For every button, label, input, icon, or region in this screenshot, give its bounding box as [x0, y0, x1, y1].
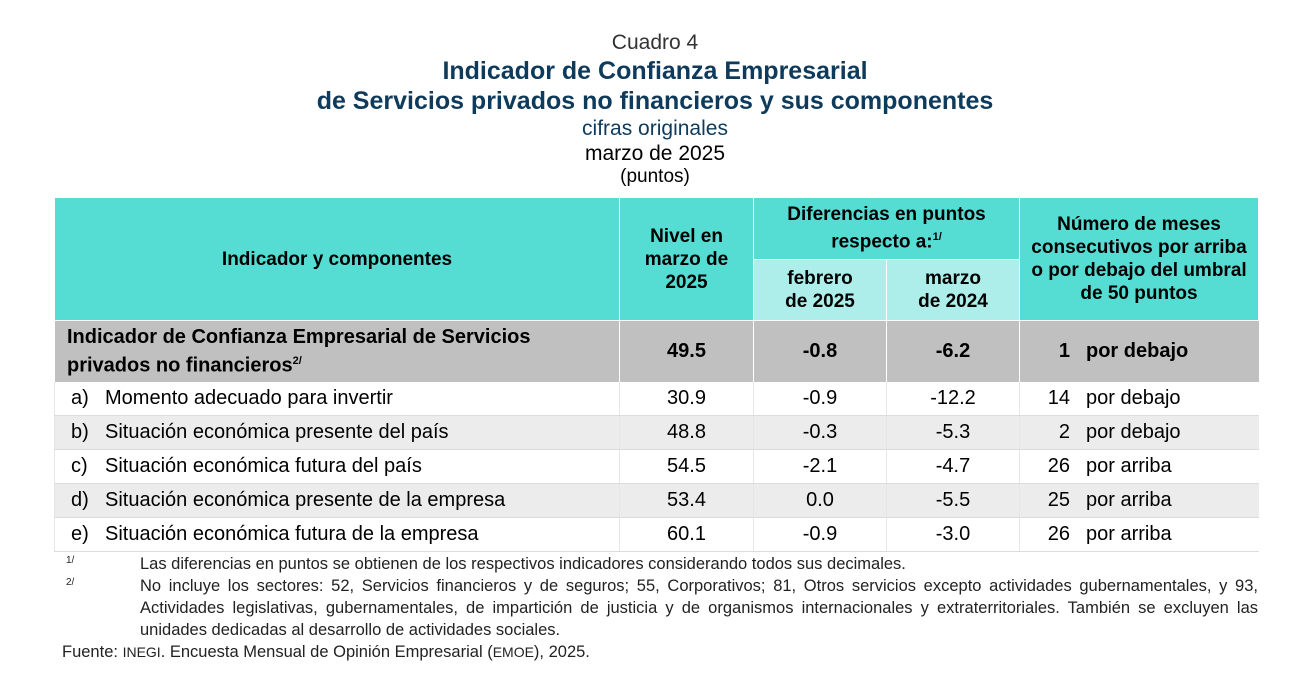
- row-diff-mar: -3.0: [886, 517, 1020, 552]
- footnote-2: 2/ No incluye los sectores: 52, Servicio…: [62, 575, 1258, 641]
- row-months-cell: 2 por debajo: [1019, 415, 1259, 450]
- footnote-1: 1/ Las diferencias en puntos se obtienen…: [62, 553, 1258, 575]
- row-diff-feb: -2.1: [753, 449, 887, 484]
- main-level: 49.5: [619, 320, 754, 382]
- row-months: 26: [1047, 523, 1070, 545]
- row-label: e) Situación económica futura de la empre…: [54, 517, 620, 552]
- row-months: 26: [1047, 455, 1070, 477]
- row-diff-mar: -12.2: [886, 382, 1020, 416]
- header-months-text: Número de meses consecutivos por arriba …: [1031, 214, 1247, 304]
- row-diff-feb: -0.9: [753, 517, 887, 552]
- row-level: 60.1: [619, 517, 754, 552]
- main-indicator-row: Indicador de Confianza Empresarial de Se…: [54, 320, 1259, 382]
- row-letter: c): [71, 455, 88, 477]
- row-months: 25: [1047, 489, 1070, 511]
- row-label: a) Momento adecuado para invertir: [54, 382, 620, 416]
- footnote-2-text: No incluye los sectores: 52, Servicios f…: [140, 577, 1258, 639]
- table-row: d) Situación económica presente de la emp…: [54, 483, 1259, 518]
- header-level: Nivel en marzo de 2025: [619, 197, 754, 321]
- header-differences-note: 1/: [932, 231, 942, 244]
- row-relation: por arriba: [1086, 489, 1172, 511]
- row-label-text: Situación económica presente del país: [105, 421, 449, 443]
- row-months: 14: [1047, 387, 1070, 409]
- row-letter: e): [71, 523, 89, 545]
- source-org: INEGI: [122, 644, 161, 660]
- table-row: e) Situación económica futura de la empre…: [54, 517, 1259, 552]
- row-relation: por arriba: [1086, 523, 1172, 545]
- row-label-text: Momento adecuado para invertir: [105, 387, 393, 409]
- row-label: d) Situación económica presente de la emp…: [54, 483, 620, 518]
- row-diff-feb: -0.9: [753, 382, 887, 416]
- source-text-b: ), 2025.: [533, 643, 590, 661]
- main-indicator-label-wrap: Indicador de Confianza Empresarial de Se…: [67, 325, 587, 378]
- table-number: Cuadro 4: [611, 31, 699, 54]
- main-diff-feb: -0.8: [753, 320, 887, 382]
- row-letter: a): [71, 387, 89, 409]
- table-subtitle: cifras originales: [582, 117, 728, 140]
- row-label: b) Situación económica presente del país: [54, 415, 620, 450]
- indicator-table: Indicador y componentes Nivel en marzo d…: [54, 197, 1259, 552]
- row-letter: b): [71, 421, 89, 443]
- row-months-cell: 25 por arriba: [1019, 483, 1259, 518]
- table-row: c) Situación económica futura del país 54…: [54, 449, 1259, 484]
- main-relation: por debajo: [1086, 340, 1189, 362]
- header-mar-2024-text: marzo de 2024: [918, 268, 988, 312]
- header-level-text: Nivel en marzo de 2025: [644, 225, 729, 293]
- row-level: 54.5: [619, 449, 754, 484]
- main-months-cell: 1 por debajo: [1019, 320, 1259, 382]
- row-label-text: Situación económica futura del país: [105, 455, 422, 477]
- source-line: Fuente: INEGI. Encuesta Mensual de Opini…: [62, 641, 1258, 663]
- row-relation: por debajo: [1086, 421, 1181, 443]
- main-months: 1: [1058, 340, 1070, 362]
- row-label: c) Situación económica futura del país: [54, 449, 620, 484]
- row-level: 48.8: [619, 415, 754, 450]
- row-label-text: Situación económica presente de la empre…: [105, 489, 506, 511]
- row-months-cell: 26 por arriba: [1019, 517, 1259, 552]
- source-label: Fuente:: [62, 643, 118, 661]
- row-relation: por debajo: [1086, 387, 1181, 409]
- row-label-text: Situación económica futura de la empresa: [105, 523, 479, 545]
- table-row: a) Momento adecuado para invertir 30.9 -0…: [54, 382, 1259, 416]
- row-diff-mar: -5.3: [886, 415, 1020, 450]
- row-months: 2: [1058, 421, 1070, 443]
- title-block: Cuadro 4 Indicador de Confianza Empresar…: [0, 30, 1291, 187]
- header-differences-wrap: Diferencias en puntos respecto a:1/: [782, 203, 992, 253]
- header-feb-2025-text: febrero de 2025: [785, 268, 855, 312]
- row-level: 53.4: [619, 483, 754, 518]
- row-level: 30.9: [619, 382, 754, 416]
- main-diff-mar: -6.2: [886, 320, 1020, 382]
- table-title-line1: Indicador de Confianza Empresarial: [442, 57, 868, 85]
- header-mar-2024: marzo de 2024: [886, 259, 1020, 321]
- row-diff-feb: 0.0: [753, 483, 887, 518]
- row-months-cell: 26 por arriba: [1019, 449, 1259, 484]
- table-title-line2: de Servicios privados no financieros y s…: [316, 87, 994, 115]
- row-letter: d): [71, 489, 89, 511]
- row-diff-feb: -0.3: [753, 415, 887, 450]
- header-indicator: Indicador y componentes: [54, 197, 620, 321]
- main-indicator-label: Indicador de Confianza Empresarial de Se…: [54, 320, 620, 382]
- footnote-1-mark: 1/: [66, 555, 75, 566]
- header-differences: Diferencias en puntos respecto a:1/: [753, 197, 1020, 260]
- row-diff-mar: -5.5: [886, 483, 1020, 518]
- footnotes: 1/ Las diferencias en puntos se obtienen…: [62, 553, 1258, 663]
- main-indicator-note: 2/: [292, 355, 302, 368]
- footnote-2-mark: 2/: [66, 577, 75, 588]
- row-relation: por arriba: [1086, 455, 1172, 477]
- main-indicator-label-text: Indicador de Confianza Empresarial de Se…: [67, 326, 531, 377]
- source-abbr: EMOE: [492, 644, 534, 660]
- row-diff-mar: -4.7: [886, 449, 1020, 484]
- table-period: marzo de 2025: [584, 142, 726, 165]
- header-feb-2025: febrero de 2025: [753, 259, 887, 321]
- row-months-cell: 14 por debajo: [1019, 382, 1259, 416]
- table-row: b) Situación económica presente del país …: [54, 415, 1259, 450]
- table-units: (puntos): [620, 166, 690, 187]
- footnote-1-text: Las diferencias en puntos se obtienen de…: [140, 555, 906, 573]
- header-months: Número de meses consecutivos por arriba …: [1019, 197, 1259, 321]
- source-text-a: . Encuesta Mensual de Opinión Empresaria…: [160, 643, 493, 661]
- header-differences-text: Diferencias en puntos respecto a:: [787, 204, 986, 253]
